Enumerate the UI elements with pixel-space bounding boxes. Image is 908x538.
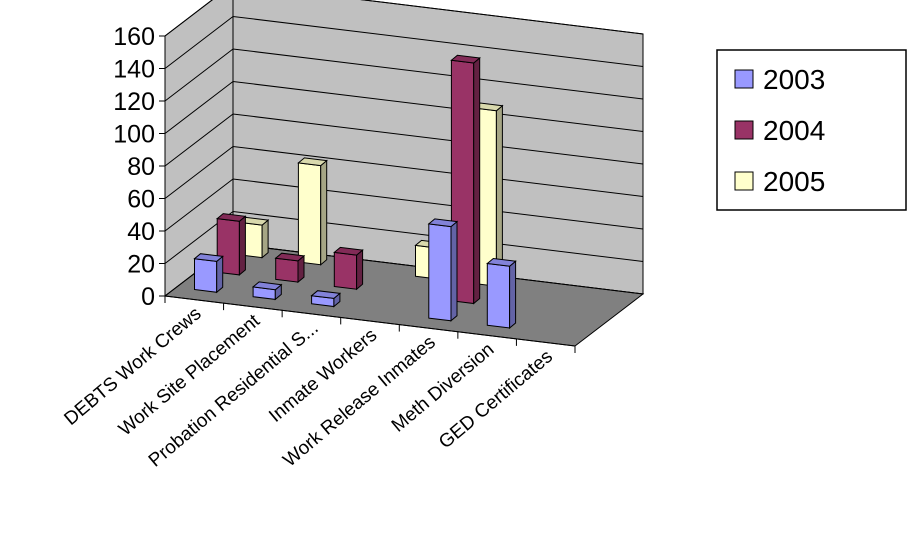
bar-top-face xyxy=(486,257,517,267)
bar xyxy=(486,257,517,330)
legend-swatch xyxy=(734,171,754,191)
bar-side-face xyxy=(450,220,458,322)
legend-label: 2003 xyxy=(763,64,825,95)
legend-label: 2004 xyxy=(763,115,825,146)
bar-top-face xyxy=(193,253,224,262)
gridline xyxy=(164,0,644,37)
bar-top-face xyxy=(215,213,247,222)
x-tick-label: GED Certificates xyxy=(435,346,557,453)
bar-front-face xyxy=(297,162,322,266)
gridline xyxy=(164,145,644,199)
bar xyxy=(251,281,283,301)
bar xyxy=(333,246,364,291)
bar-front-face xyxy=(275,257,299,283)
bar xyxy=(297,157,328,266)
bar-side-face xyxy=(473,56,481,305)
y-tick-label: 120 xyxy=(113,88,155,116)
bar xyxy=(193,253,224,294)
bar-side-face xyxy=(356,249,364,291)
gridline xyxy=(164,210,644,264)
legend-label: 2005 xyxy=(763,166,825,197)
bar-top-face xyxy=(297,157,328,167)
y-tick-label: 20 xyxy=(127,251,155,279)
bar xyxy=(427,218,459,322)
bar-side-face xyxy=(509,260,517,330)
bar-front-face xyxy=(428,223,452,322)
gridlines xyxy=(164,0,644,297)
legend-swatch xyxy=(734,69,754,89)
y-tick-label: 160 xyxy=(113,23,155,51)
y-axis-ticks: 0 20 40 60 80 100 120 140 160 xyxy=(113,23,166,311)
gridline xyxy=(164,178,644,232)
bar-front-face xyxy=(333,251,358,290)
y-tick-label: 60 xyxy=(127,186,155,214)
bar-top-face xyxy=(310,290,342,299)
bar-top-face xyxy=(427,218,459,228)
bar-top-face xyxy=(274,252,306,262)
x-axis-line xyxy=(164,295,576,347)
bar-side-face xyxy=(216,255,224,294)
chart-walls xyxy=(163,0,645,347)
gridline xyxy=(164,15,644,69)
legend: 2003 2004 2005 xyxy=(716,49,907,211)
bars xyxy=(193,54,517,330)
bar-front-face xyxy=(194,258,218,293)
y-tick-label: 80 xyxy=(127,153,155,181)
gridline xyxy=(164,113,644,167)
y-tick-label: 100 xyxy=(113,121,155,149)
bar-top-face xyxy=(251,281,283,291)
bar-side-face xyxy=(261,219,269,259)
gridline xyxy=(164,80,644,134)
y-tick-label: 0 xyxy=(141,283,155,311)
bar-side-face xyxy=(238,215,246,276)
bar xyxy=(310,290,342,308)
y-tick-label: 40 xyxy=(127,218,155,246)
bar-side-face xyxy=(320,159,328,266)
bar xyxy=(274,252,306,284)
gridline xyxy=(164,48,644,102)
legend-swatch xyxy=(734,120,754,140)
bar-top-face xyxy=(333,246,364,256)
bar-top-face xyxy=(450,54,481,64)
bar-front-face xyxy=(486,262,511,329)
y-tick-label: 140 xyxy=(113,56,155,84)
